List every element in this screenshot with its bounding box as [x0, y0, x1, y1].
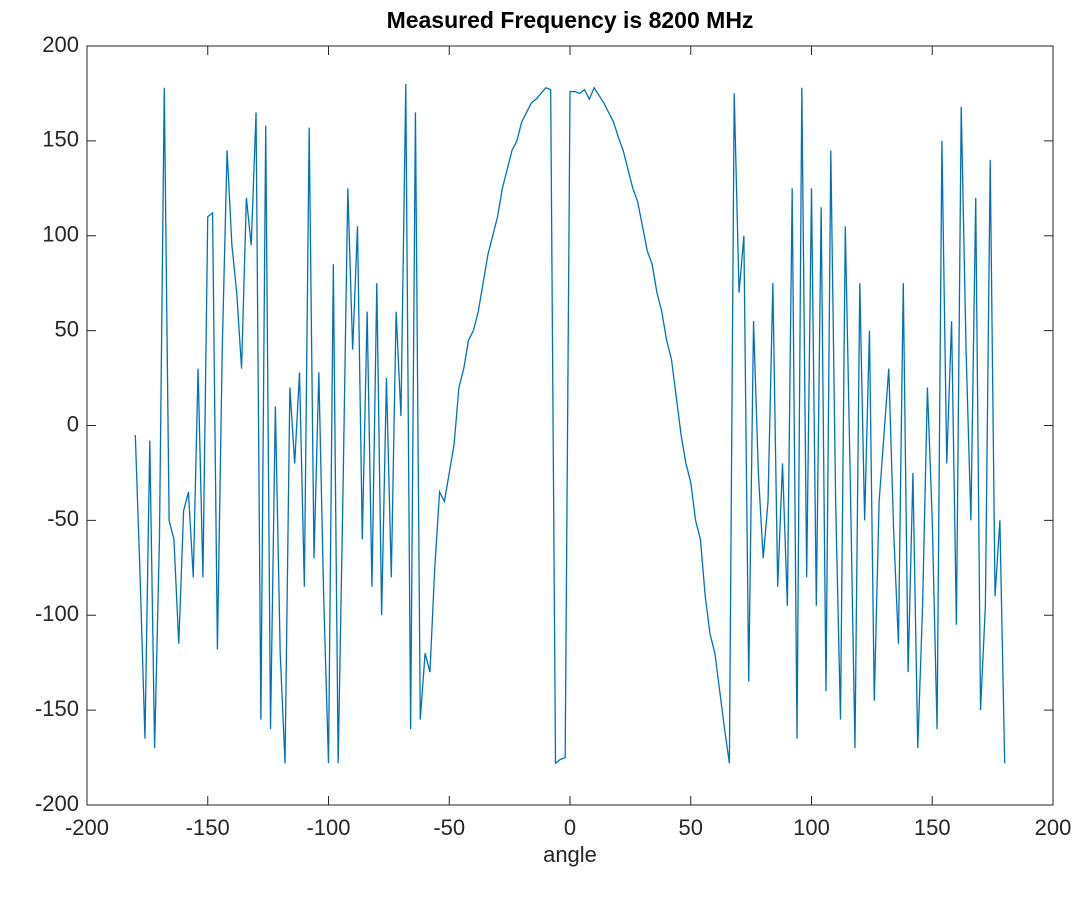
- x-tick-label: -50: [433, 815, 465, 840]
- x-tick-label: 200: [1035, 815, 1072, 840]
- x-tick-label: -200: [65, 815, 109, 840]
- x-axis-label: angle: [543, 842, 597, 867]
- y-tick-label: 150: [42, 127, 79, 152]
- x-tick-label: -100: [306, 815, 350, 840]
- y-tick-label: 50: [55, 316, 79, 341]
- chart-title: Measured Frequency is 8200 MHz: [387, 7, 754, 33]
- y-tick-label: 0: [67, 411, 79, 436]
- x-tick-label: 0: [564, 815, 576, 840]
- x-tick-label: 50: [679, 815, 703, 840]
- x-tick-label: -150: [186, 815, 230, 840]
- y-tick-label: -200: [35, 791, 79, 816]
- data-line: [134, 83, 1006, 765]
- y-tick-label: -150: [35, 696, 79, 721]
- x-tick-label: 150: [914, 815, 951, 840]
- y-tick-label: 200: [42, 32, 79, 57]
- x-tick-label: 100: [793, 815, 830, 840]
- y-tick-label: -100: [35, 601, 79, 626]
- y-tick-label: -50: [47, 506, 79, 531]
- y-tick-label: 100: [42, 222, 79, 247]
